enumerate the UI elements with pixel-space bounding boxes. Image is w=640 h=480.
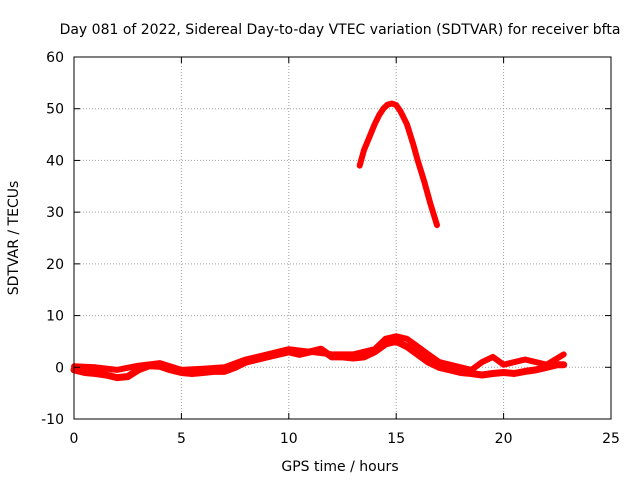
data-point — [522, 357, 528, 363]
data-point — [135, 363, 141, 369]
data-point — [479, 359, 485, 365]
data-point — [415, 157, 421, 163]
data-point — [350, 351, 356, 357]
data-point — [385, 102, 391, 108]
data-point — [522, 368, 528, 374]
plot-frame — [73, 56, 612, 420]
data-point — [125, 374, 131, 380]
data-point — [404, 336, 410, 342]
data-point — [436, 359, 442, 365]
data-point — [501, 362, 507, 368]
data-point — [264, 351, 270, 357]
data-point — [561, 351, 567, 357]
data-point — [490, 354, 496, 360]
tick-label-layer: 0 5 10 15 20 25 -10 0 10 20 30 40 50 60 — [41, 50, 620, 447]
y-tick-label: 50 — [46, 102, 64, 118]
data-point — [468, 367, 474, 373]
y-tick-label: 60 — [46, 50, 64, 66]
x-axis-label: GPS time / hours — [281, 459, 398, 475]
data-point — [415, 351, 421, 357]
data-point — [376, 112, 382, 118]
data-point — [393, 338, 399, 344]
data-point — [307, 349, 313, 355]
x-tick-label: 20 — [495, 431, 513, 447]
data-point — [178, 367, 184, 373]
data-point — [243, 357, 249, 363]
y-tick-label: -10 — [41, 412, 64, 428]
data-point — [221, 364, 227, 370]
data-point — [393, 333, 399, 339]
series-secondary-tracks — [71, 333, 567, 373]
data-point — [157, 360, 163, 366]
data-point — [382, 336, 388, 342]
data-point — [114, 375, 120, 381]
data-point — [544, 362, 550, 368]
x-tick-label: 0 — [70, 431, 79, 447]
data-point — [200, 366, 206, 372]
data-point — [286, 346, 292, 352]
data-point — [361, 147, 367, 153]
data-point — [533, 367, 539, 373]
series-high-arc — [356, 100, 440, 229]
chart-title: Day 081 of 2022, Sidereal Day-to-day VTE… — [60, 22, 621, 38]
data-point — [415, 344, 421, 350]
data-point — [329, 351, 335, 357]
tick-layer — [73, 56, 612, 420]
data-point — [425, 359, 431, 365]
data-point — [447, 362, 453, 368]
data-point — [92, 364, 98, 370]
data-point — [458, 369, 464, 375]
data-point — [428, 201, 434, 207]
data-point — [361, 354, 367, 360]
data-point — [490, 370, 496, 376]
data-point — [82, 369, 88, 375]
y-tick-label: 40 — [46, 153, 64, 169]
data-point — [397, 108, 403, 114]
data-point — [554, 362, 560, 368]
data-layer — [70, 100, 568, 382]
data-point — [357, 163, 363, 169]
data-point — [447, 367, 453, 373]
data-point — [372, 121, 378, 127]
x-tick-label: 15 — [387, 431, 405, 447]
data-point — [389, 101, 395, 107]
y-tick-label: 0 — [55, 360, 64, 376]
data-point — [114, 367, 120, 373]
y-tick-label: 10 — [46, 309, 64, 325]
data-point — [410, 142, 416, 148]
data-point — [479, 372, 485, 378]
data-point — [372, 346, 378, 352]
data-point — [458, 364, 464, 370]
x-tick-label: 5 — [177, 431, 186, 447]
data-point — [501, 369, 507, 375]
x-tick-label: 25 — [602, 431, 620, 447]
data-point — [380, 106, 386, 112]
data-point — [92, 370, 98, 376]
data-point — [421, 178, 427, 184]
data-point — [425, 351, 431, 357]
data-point — [511, 370, 517, 376]
y-tick-label: 20 — [46, 257, 64, 273]
y-tick-label: 30 — [46, 205, 64, 221]
data-point — [404, 344, 410, 350]
data-point — [103, 372, 109, 378]
data-point — [561, 362, 567, 368]
grid-layer — [74, 57, 611, 419]
data-point — [367, 132, 373, 138]
data-point — [434, 222, 440, 228]
x-tick-label: 10 — [280, 431, 298, 447]
y-axis-label: SDTVAR / TECUs — [6, 181, 22, 296]
data-point — [393, 102, 399, 108]
data-point — [404, 121, 410, 127]
data-point — [436, 364, 442, 370]
